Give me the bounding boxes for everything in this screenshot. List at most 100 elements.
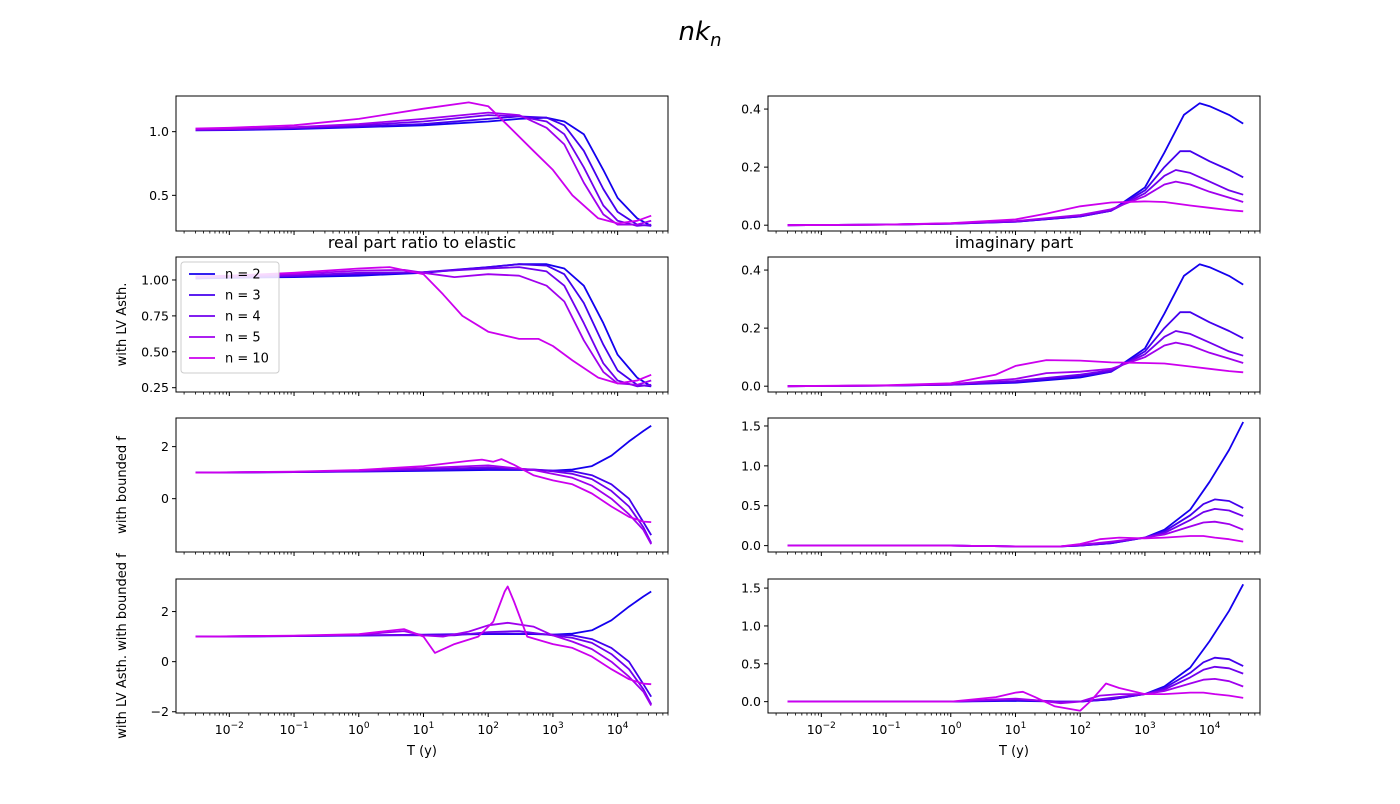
series-group [195,585,652,706]
subplot-2-0: 0 2 with bounded f [115,417,669,556]
series-line [195,101,652,225]
plot-frame [767,256,1261,393]
y-tick-label: 0.4 [741,102,761,117]
x-tick-base: 10 [1005,722,1021,737]
series-line [195,116,652,227]
y-tick-label: 1.0 [741,458,761,473]
subplot-grid: 0.5 1.0 real part ratio to elastic 0.0 0.2 0.… [115,95,1261,759]
figure-title-subscript: n [710,30,721,51]
x-tick-label: 101 [1005,721,1027,737]
legend-box [180,261,280,374]
series-line [787,535,1244,548]
x-tick-label: 104 [607,721,629,737]
legend-label: n = 5 [225,331,261,346]
y-tick-label: 0.50 [141,344,169,359]
x-tick-exponent: 2 [493,721,499,731]
plot-frame [767,578,1261,714]
y-tick-label: 0.75 [141,308,169,323]
series-line [787,665,1244,703]
plot-frame [175,95,669,232]
y-tick-label: 0.5 [149,188,169,203]
subplot-2-1: 0.0 0.5 1.0 1.5 [741,417,1261,556]
y-tick-label: 1.00 [141,272,169,287]
y-axis-label: with LV Asth. with bounded f [115,553,130,739]
subplot-0-1: 0.0 0.2 0.4 imaginary part [741,95,1261,252]
series-line [787,678,1244,705]
y-tick-label: 0.2 [741,321,761,336]
x-tick-base: 10 [940,722,956,737]
y-tick-label: 0.4 [741,263,761,278]
x-tick-label: 100 [940,721,962,737]
legend-label: n = 2 [225,268,261,283]
x-tick-exponent: 2 [1085,721,1091,731]
legend: n = 2 n = 3 n = 4 n = 5 n = 10 [180,261,280,374]
series-line [195,466,653,544]
y-tick-label: 0.5 [741,498,761,513]
series-line [195,585,652,686]
series-group [787,421,1245,548]
series-line [195,467,652,536]
series-line [195,266,652,385]
x-tick-exponent: 0 [364,721,370,731]
y-tick-label: 2 [161,439,169,454]
plot-frame [767,95,1261,232]
plot-frame [175,256,669,393]
x-tick-label: 102 [1069,721,1091,737]
series-line [195,458,652,523]
subplot-subtitle: real part ratio to elastic [328,233,516,252]
y-tick-label: 0.0 [741,538,761,553]
x-tick-exponent: −1 [295,721,308,731]
y-tick-label: 0.0 [741,218,761,233]
x-tick-exponent: 3 [558,721,564,731]
series-line [787,359,1244,388]
series-group [787,583,1244,712]
y-tick-label: 0 [161,654,169,669]
series-line [787,682,1244,712]
x-tick-base: 10 [413,722,429,737]
y-tick-label: 0.0 [741,379,761,394]
x-tick-exponent: 1 [1021,721,1027,731]
x-tick-label: 104 [1199,721,1221,737]
x-tick-label: 102 [477,721,499,737]
x-tick-label: 10−1 [279,721,308,737]
y-axis-label: with bounded f [115,436,130,534]
series-line [195,621,652,706]
series-line [787,507,1244,548]
x-tick-label: 10−2 [215,721,244,737]
x-tick-label: 101 [413,721,435,737]
series-line [787,102,1244,227]
x-tick-base: 10 [477,722,493,737]
figure-title: nkn [679,17,722,51]
subplot-0-0: 0.5 1.0 real part ratio to elastic [149,95,669,252]
x-tick-exponent: 3 [1150,721,1156,731]
series-group [195,425,653,545]
x-tick-exponent: −1 [887,721,900,731]
x-tick-base: 10 [1069,722,1085,737]
series-line [787,263,1244,388]
x-tick-label: 103 [542,721,564,737]
series-line [195,266,652,388]
series-group [195,263,652,388]
x-tick-base: 10 [1199,722,1215,737]
x-tick-label: 10−1 [871,721,900,737]
series-line [787,200,1244,227]
x-tick-exponent: 0 [956,721,962,731]
plot-frame [767,417,1261,553]
y-tick-label: 1.5 [741,581,761,596]
subplot-subtitle: imaginary part [955,233,1073,252]
y-tick-label: 0.5 [741,656,761,671]
x-tick-exponent: −2 [231,721,244,731]
y-tick-label: 0.25 [141,380,169,395]
x-tick-label: 10−2 [807,721,836,737]
x-tick-base: 10 [542,722,558,737]
series-group [787,102,1244,227]
x-tick-exponent: 4 [1215,721,1221,731]
series-line [787,311,1244,388]
series-line [787,498,1244,548]
y-tick-label: 1.0 [149,124,169,139]
y-tick-label: 1.5 [741,418,761,433]
x-tick-label: 100 [348,721,370,737]
legend-label: n = 4 [225,310,261,325]
